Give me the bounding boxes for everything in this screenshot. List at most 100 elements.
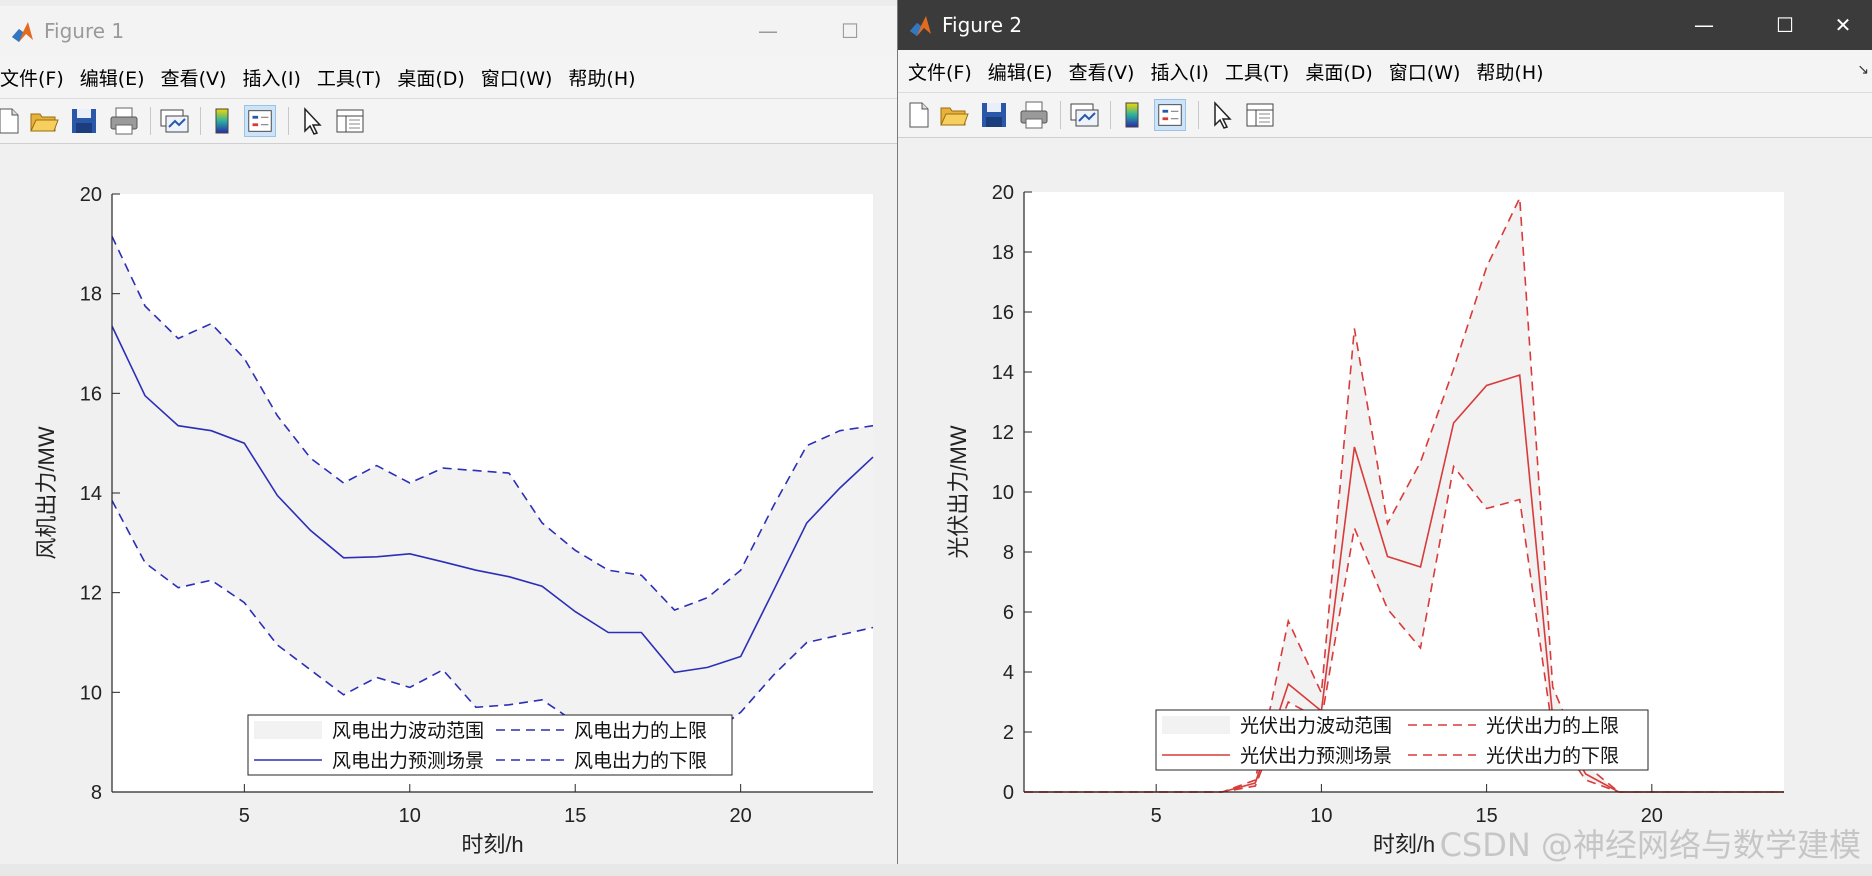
y-tick-label: 12	[992, 422, 1014, 444]
link-plot-icon[interactable]	[158, 105, 190, 137]
menu-view[interactable]: 查看(V)	[1068, 61, 1135, 84]
x-tick-label: 15	[1475, 805, 1497, 827]
figure-2-window: Figure 2 — ☐ ✕ 文件(F) 编辑(E) 查看(V) 插入(I) 工…	[897, 0, 1872, 876]
y-axis-label: 风机出力/MW	[34, 426, 59, 559]
minimize-button[interactable]: —	[758, 19, 778, 43]
link-plot-icon[interactable]	[1068, 99, 1100, 131]
y-tick-label: 4	[1003, 662, 1014, 684]
x-tick-label: 20	[1641, 805, 1663, 827]
legend-band-swatch	[254, 721, 322, 739]
plot-area	[1024, 192, 1784, 792]
menu-file[interactable]: 文件(F)	[0, 67, 64, 90]
title-bar[interactable]: Figure 1 — ☐	[0, 6, 897, 56]
legend-label: 风电出力预测场景	[332, 750, 484, 772]
legend-label: 光伏出力的下限	[1486, 745, 1619, 767]
menu-insert[interactable]: 插入(I)	[242, 67, 301, 90]
menu-window[interactable]: 窗口(W)	[1388, 61, 1461, 84]
new-figure-icon[interactable]	[902, 99, 934, 131]
new-figure-icon[interactable]	[0, 105, 24, 137]
print-icon[interactable]	[108, 105, 140, 137]
menu-tools[interactable]: 工具(T)	[316, 67, 382, 90]
y-tick-label: 18	[80, 284, 102, 306]
save-icon[interactable]	[978, 99, 1010, 131]
pv-power-plot[interactable]: 5 10 15 20 0 2 4 6 8 10 12 14 16 18 20 时刻/h 光伏出力/MW 光伏出力波…	[898, 136, 1872, 876]
legend-band-swatch	[1162, 716, 1230, 734]
x-tick-label: 20	[730, 805, 752, 827]
property-inspector-icon[interactable]	[334, 105, 366, 137]
matlab-icon	[12, 22, 33, 42]
minimize-button[interactable]: —	[1694, 13, 1714, 37]
legend-icon[interactable]	[244, 105, 276, 137]
y-tick-label: 2	[1003, 722, 1014, 744]
x-axis-label: 时刻/h	[1373, 832, 1435, 857]
y-tick-label: 18	[992, 242, 1014, 264]
menu-help[interactable]: 帮助(H)	[568, 67, 636, 90]
y-tick-label: 16	[992, 302, 1014, 324]
maximize-button[interactable]: ☐	[1776, 13, 1794, 37]
y-axis-label: 光伏出力/MW	[946, 425, 971, 558]
background-strip-bottom	[0, 864, 1872, 876]
dock-arrow-icon[interactable]: ↘	[1857, 62, 1869, 78]
x-tick-label: 10	[399, 805, 421, 827]
menu-bar: 文件(F) 编辑(E) 查看(V) 插入(I) 工具(T) 桌面(D) 窗口(W…	[0, 56, 897, 98]
x-axis-label: 时刻/h	[461, 832, 523, 857]
maximize-button[interactable]: ☐	[841, 19, 859, 43]
menu-edit[interactable]: 编辑(E)	[79, 67, 145, 90]
colorbar-icon[interactable]	[1116, 99, 1148, 131]
y-tick-label: 10	[992, 482, 1014, 504]
menu-file[interactable]: 文件(F)	[908, 61, 972, 84]
window-title: Figure 1	[44, 19, 125, 43]
y-tick-label: 20	[992, 182, 1014, 204]
toolbar-separator	[1060, 101, 1061, 129]
figure-toolbar	[0, 98, 897, 144]
legend-label: 风电出力的上限	[574, 720, 707, 742]
legend-label: 光伏出力的上限	[1486, 715, 1619, 737]
legend-icon[interactable]	[1154, 99, 1186, 131]
menu-bar: 文件(F) 编辑(E) 查看(V) 插入(I) 工具(T) 桌面(D) 窗口(W…	[898, 50, 1872, 92]
edit-pointer-icon[interactable]	[1206, 99, 1238, 131]
toolbar-separator	[1198, 101, 1199, 129]
open-file-icon[interactable]	[28, 105, 60, 137]
wind-power-plot[interactable]: 5 10 15 208101214161820时刻/h风机出力/MW风电出力波动范围风…	[0, 142, 897, 876]
y-tick-label: 20	[80, 184, 102, 206]
y-tick-label: 16	[80, 383, 102, 405]
fluctuation-band	[1024, 198, 1784, 792]
menu-tools[interactable]: 工具(T)	[1224, 61, 1290, 84]
wind-upper-bound-line	[111, 236, 874, 612]
wind-forecast-line	[111, 325, 874, 674]
legend-label: 风电出力波动范围	[332, 720, 484, 742]
legend-box	[247, 714, 733, 776]
y-tick-label: 12	[80, 583, 102, 605]
menu-help[interactable]: 帮助(H)	[1476, 61, 1544, 84]
menu-edit[interactable]: 编辑(E)	[987, 61, 1053, 84]
legend-label: 光伏出力预测场景	[1240, 745, 1392, 767]
x-tick-label: 10	[1310, 805, 1332, 827]
colorbar-icon[interactable]	[206, 105, 238, 137]
y-tick-label: 14	[80, 483, 102, 505]
open-file-icon[interactable]	[938, 99, 970, 131]
figure-toolbar	[898, 92, 1872, 138]
close-button[interactable]: ✕	[1834, 13, 1852, 37]
property-inspector-icon[interactable]	[1244, 99, 1276, 131]
legend-label: 风电出力的下限	[574, 750, 707, 772]
menu-desktop[interactable]: 桌面(D)	[397, 67, 465, 90]
window-title: Figure 2	[942, 13, 1023, 37]
fluctuation-band	[112, 236, 873, 748]
toolbar-separator	[1110, 101, 1111, 129]
menu-desktop[interactable]: 桌面(D)	[1305, 61, 1373, 84]
figure-1-window: Figure 1 — ☐ 文件(F) 编辑(E) 查看(V) 插入(I) 工具(…	[0, 6, 897, 876]
toolbar-separator	[288, 107, 289, 135]
menu-view[interactable]: 查看(V)	[160, 67, 227, 90]
menu-window[interactable]: 窗口(W)	[480, 67, 553, 90]
title-bar[interactable]: Figure 2 — ☐ ✕	[898, 0, 1872, 50]
x-tick-label: 15	[564, 805, 586, 827]
save-icon[interactable]	[68, 105, 100, 137]
print-icon[interactable]	[1018, 99, 1050, 131]
edit-pointer-icon[interactable]	[296, 105, 328, 137]
matlab-icon	[910, 16, 931, 36]
menu-insert[interactable]: 插入(I)	[1150, 61, 1209, 84]
y-tick-label: 8	[1003, 542, 1014, 564]
watermark: CSDN @神经网络与数学建模	[1439, 826, 1861, 864]
